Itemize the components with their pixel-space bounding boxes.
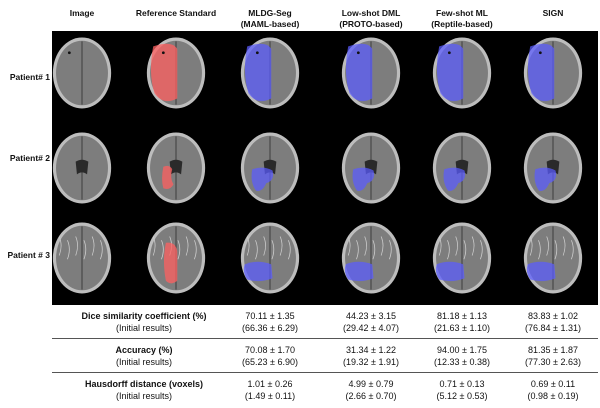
column-header-mldg: MLDG-Seg (MAML-based) — [225, 8, 315, 30]
metric-label: Dice similarity coefficient (%) (Initial… — [52, 310, 236, 334]
metric-sub-title: (Initial results) — [115, 357, 172, 367]
mri-scan-patient-2-col-5 — [432, 132, 492, 204]
column-header-line: Image — [69, 8, 95, 18]
mri-scan-patient-1-col-2 — [146, 37, 206, 109]
metric-value: 0.71 ± 0.13 (5.12 ± 0.53) — [436, 379, 488, 401]
metric-value: 94.00 ± 1.75 (12.33 ± 0.38) — [434, 345, 490, 367]
row-label-patient-1: Patient# 1 — [9, 72, 50, 82]
predicted-mask-overlay — [251, 167, 274, 191]
mri-scan-patient-2-col-6 — [523, 132, 583, 204]
metric-value: 70.11 ± 1.35 (66.36 ± 6.29) — [242, 311, 298, 333]
mri-scan-patient-3-col-5 — [432, 222, 492, 294]
predicted-mask-overlay — [345, 43, 373, 102]
mri-scan-patient-2-col-1 — [52, 132, 112, 204]
predicted-mask-overlay — [526, 261, 556, 282]
metric-value: 70.08 ± 1.70 (65.23 ± 6.90) — [242, 345, 298, 367]
predicted-mask-overlay — [352, 167, 375, 191]
mri-panel — [52, 31, 598, 305]
mri-scan-patient-3-col-1 — [52, 222, 112, 294]
mri-scan-patient-1-col-3 — [240, 37, 300, 109]
mri-scan-patient-2-col-2 — [146, 132, 206, 204]
predicted-mask-overlay — [527, 43, 555, 102]
metric-title: Accuracy (%) — [115, 345, 173, 355]
mri-scan-patient-3-col-3 — [240, 222, 300, 294]
metrics-table: Dice similarity coefficient (%) (Initial… — [52, 305, 598, 407]
mri-scan-patient-1-col-5 — [432, 37, 492, 109]
metric-value: 4.99 ± 0.79 (2.66 ± 0.70) — [345, 379, 397, 401]
marker-dot — [356, 51, 360, 55]
column-header-subline: (Reptile-based) — [431, 19, 493, 29]
mri-scan-patient-1-col-1 — [52, 37, 112, 109]
marker-dot — [161, 51, 165, 55]
metric-sub-title: (Initial results) — [115, 323, 172, 333]
metric-row-hausdorff: Hausdorff distance (voxels) (Initial res… — [52, 373, 598, 407]
mri-scan-patient-1-col-4 — [341, 37, 401, 109]
column-header-sign: SIGN — [508, 8, 598, 19]
metric-sub-title: (Initial results) — [115, 391, 172, 401]
column-header-lowshot: Low-shot DML (PROTO-based) — [326, 8, 416, 30]
marker-dot — [67, 51, 71, 55]
column-header-image: Image — [37, 8, 127, 19]
column-header-line: MLDG-Seg — [248, 8, 292, 18]
marker-dot — [255, 51, 259, 55]
reference-mask-overlay — [163, 242, 178, 284]
metric-value: 83.83 ± 1.02 (76.84 ± 1.31) — [525, 311, 581, 333]
marker-dot — [538, 51, 542, 55]
mri-scan-patient-3-col-6 — [523, 222, 583, 294]
metric-value: 0.69 ± 0.11 (0.98 ± 0.19) — [527, 379, 579, 401]
metric-row-accuracy: Accuracy (%) (Initial results) 70.08 ± 1… — [52, 339, 598, 373]
predicted-mask-overlay — [344, 261, 374, 282]
column-header-fewshot: Few-shot ML (Reptile-based) — [417, 8, 507, 30]
column-header-reference: Reference Standard — [131, 8, 221, 19]
metric-value: 81.18 ± 1.13 (21.63 ± 1.10) — [434, 311, 490, 333]
metric-label: Accuracy (%) (Initial results) — [52, 344, 236, 368]
metric-title: Hausdorff distance (voxels) — [84, 379, 204, 389]
predicted-mask-overlay — [534, 167, 557, 191]
reference-mask-overlay — [162, 165, 174, 189]
metric-label: Hausdorff distance (voxels) (Initial res… — [52, 378, 236, 402]
mri-scan-patient-1-col-6 — [523, 37, 583, 109]
metric-value: 31.34 ± 1.22 (19.32 ± 1.91) — [343, 345, 399, 367]
metric-value: 81.35 ± 1.87 (77.30 ± 2.63) — [525, 345, 581, 367]
row-label-patient-2: Patient# 2 — [9, 153, 50, 163]
predicted-mask-overlay — [244, 43, 272, 102]
column-header-line: Reference Standard — [135, 8, 217, 18]
metric-value: 1.01 ± 0.26 (1.49 ± 0.11) — [244, 379, 296, 401]
predicted-mask-overlay — [436, 43, 464, 102]
column-header-subline: (PROTO-based) — [339, 19, 403, 29]
column-header-line: Few-shot ML — [436, 8, 488, 18]
row-label-patient-3: Patient # 3 — [7, 250, 50, 260]
mri-scan-patient-2-col-4 — [341, 132, 401, 204]
column-header-line: Low-shot DML — [341, 8, 401, 18]
mri-scan-patient-2-col-3 — [240, 132, 300, 204]
mri-scan-patient-3-col-4 — [341, 222, 401, 294]
metric-value: 44.23 ± 3.15 (29.42 ± 4.07) — [343, 311, 399, 333]
metric-title: Dice similarity coefficient (%) — [81, 311, 207, 321]
metric-row-dice: Dice similarity coefficient (%) (Initial… — [52, 305, 598, 339]
reference-mask-overlay — [150, 43, 178, 102]
marker-dot — [447, 51, 451, 55]
mri-scan-patient-3-col-2 — [146, 222, 206, 294]
column-header-line: SIGN — [542, 8, 564, 18]
predicted-mask-overlay — [443, 167, 466, 191]
column-header-subline: (MAML-based) — [240, 19, 300, 29]
predicted-mask-overlay — [435, 261, 465, 282]
predicted-mask-overlay — [243, 261, 273, 282]
